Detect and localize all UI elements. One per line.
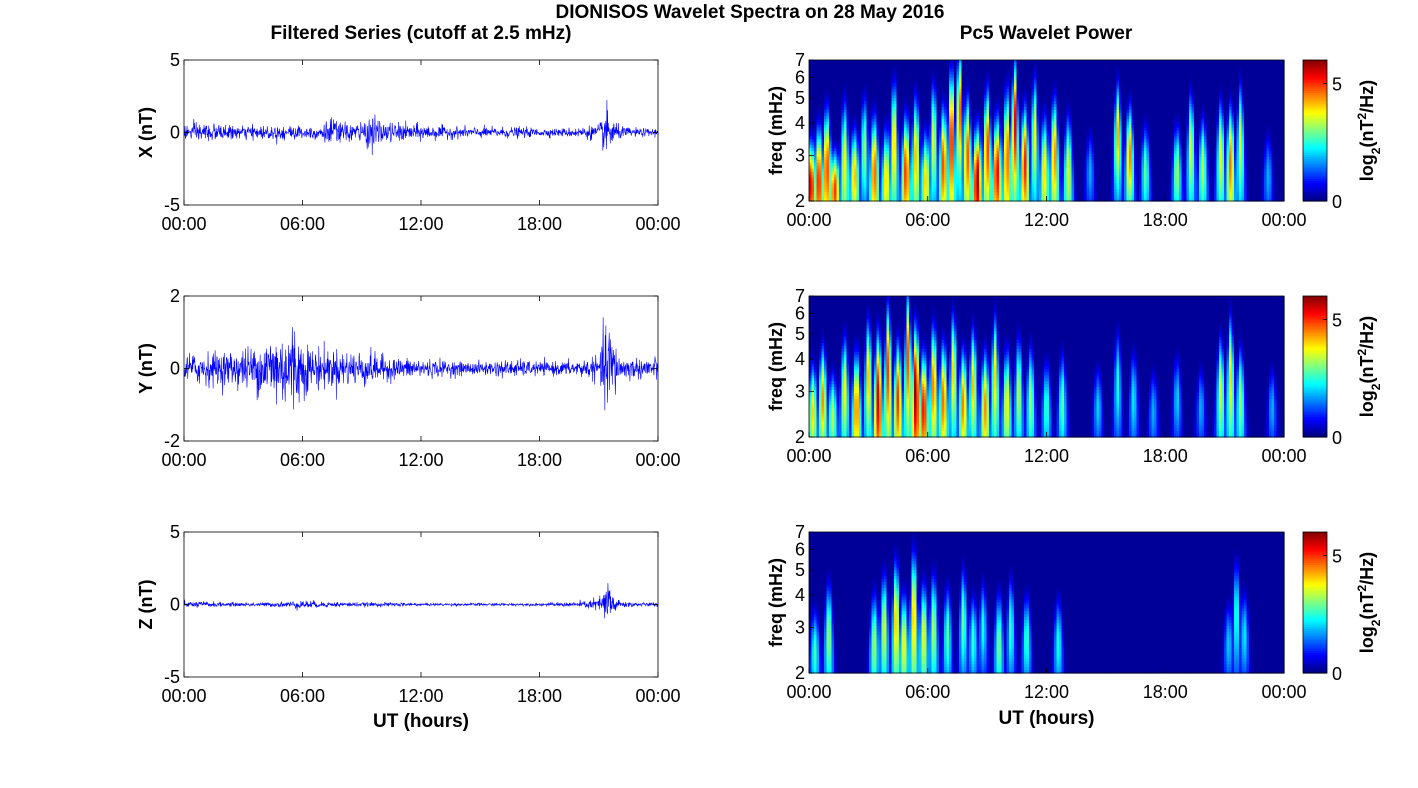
x-tick-label: 06:00 <box>280 450 325 470</box>
x-tick-label: 18:00 <box>1143 210 1188 230</box>
x-tick-label: 00:00 <box>1261 682 1306 702</box>
colorbar-label: log2(nT2/Hz) <box>1355 316 1383 417</box>
y-tick-label: 5 <box>170 522 180 542</box>
right-column-title: Pc5 Wavelet Power <box>960 23 1133 44</box>
y-tick-label: 4 <box>795 349 805 369</box>
colorbar-tick-label: 0 <box>1332 664 1342 684</box>
y-tick-label: 0 <box>170 359 180 379</box>
x-tick-label: 06:00 <box>280 214 325 234</box>
y-tick-label: 2 <box>795 191 805 211</box>
x-tick-label: 12:00 <box>398 450 443 470</box>
timeseries-panel-1: -5 0 5 00:00 06:00 12:00 18:00 00:00 X (nT) <box>136 50 681 234</box>
timeseries-panel-3: -5 0 5 00:00 06:00 12:00 18:00 00:00 Z (nT) UT (h… <box>136 522 681 732</box>
y-tick-label: 2 <box>170 286 180 306</box>
figure-title: DIONISOS Wavelet Spectra on 28 May 2016 <box>556 2 945 23</box>
x-tick-label: 06:00 <box>905 210 950 230</box>
y-tick-label: 5 <box>795 88 805 108</box>
y-axis-label: Y (nT) <box>136 343 156 394</box>
wavelet-power-map <box>809 296 1285 438</box>
y-axis-label: freq (mHz) <box>766 86 786 175</box>
wavelet-power-map <box>809 532 1285 674</box>
x-axis-label: UT (hours) <box>373 711 469 732</box>
y-tick-label: 6 <box>795 539 805 559</box>
x-tick-label: 00:00 <box>161 214 206 234</box>
x-tick-label: 18:00 <box>517 686 562 706</box>
x-axis-label: UT (hours) <box>998 708 1094 729</box>
x-tick-label: 06:00 <box>905 446 950 466</box>
left-column-title: Filtered Series (cutoff at 2.5 mHz) <box>271 23 572 44</box>
colorbar-label: log2(nT2/Hz) <box>1355 552 1383 653</box>
colorbar: 0 5 log2(nT2/Hz) <box>1303 296 1383 448</box>
y-tick-label: 3 <box>795 381 805 401</box>
y-axis-label: freq (mHz) <box>766 558 786 647</box>
y-tick-label: 6 <box>795 303 805 323</box>
x-tick-label: 00:00 <box>635 686 680 706</box>
y-tick-label: 4 <box>795 585 805 605</box>
y-tick-label: 0 <box>170 123 180 143</box>
x-tick-label: 12:00 <box>398 686 443 706</box>
colorbar-tick-label: 0 <box>1332 428 1342 448</box>
x-tick-label: 00:00 <box>635 450 680 470</box>
colorbar: 0 5 log2(nT2/Hz) <box>1303 60 1383 212</box>
x-tick-label: 00:00 <box>786 210 831 230</box>
y-tick-label: 2 <box>795 663 805 683</box>
x-tick-label: 00:00 <box>635 214 680 234</box>
colorbar-tick-label: 5 <box>1332 311 1342 331</box>
x-tick-label: 00:00 <box>161 450 206 470</box>
x-tick-label: 06:00 <box>905 682 950 702</box>
y-tick-label: -5 <box>164 195 180 215</box>
y-tick-label: 2 <box>795 427 805 447</box>
y-axis-label: Z (nT) <box>136 580 156 630</box>
y-tick-label: 3 <box>795 617 805 637</box>
x-tick-label: 00:00 <box>786 446 831 466</box>
x-tick-label: 18:00 <box>517 214 562 234</box>
x-tick-label: 12:00 <box>1024 682 1069 702</box>
colorbar: 0 5 log2(nT2/Hz) <box>1303 532 1383 684</box>
colorbar-label: log2(nT2/Hz) <box>1355 80 1383 181</box>
x-tick-label: 18:00 <box>1143 682 1188 702</box>
x-tick-label: 00:00 <box>1261 210 1306 230</box>
x-tick-label: 00:00 <box>161 686 206 706</box>
colorbar-tick-label: 5 <box>1332 547 1342 567</box>
colorbar-tick-label: 5 <box>1332 75 1342 95</box>
x-tick-label: 18:00 <box>1143 446 1188 466</box>
x-tick-label: 12:00 <box>1024 210 1069 230</box>
y-tick-label: 7 <box>795 50 805 70</box>
x-tick-label: 12:00 <box>398 214 443 234</box>
y-tick-label: 7 <box>795 286 805 306</box>
x-tick-label: 00:00 <box>1261 446 1306 466</box>
y-tick-label: 5 <box>795 560 805 580</box>
y-tick-label: -2 <box>164 431 180 451</box>
x-tick-label: 06:00 <box>280 686 325 706</box>
x-tick-label: 18:00 <box>517 450 562 470</box>
y-tick-label: 6 <box>795 67 805 87</box>
wavelet-power-map <box>809 60 1285 202</box>
y-tick-label: 3 <box>795 145 805 165</box>
y-tick-label: 4 <box>795 113 805 133</box>
timeseries-panel-2: -2 0 2 00:00 06:00 12:00 18:00 00:00 Y (nT) <box>136 286 681 470</box>
y-axis-label: freq (mHz) <box>766 322 786 411</box>
x-tick-label: 12:00 <box>1024 446 1069 466</box>
y-tick-label: 0 <box>170 595 180 615</box>
y-tick-label: 5 <box>795 324 805 344</box>
y-tick-label: 7 <box>795 522 805 542</box>
y-axis-label: X (nT) <box>136 107 156 158</box>
x-tick-label: 00:00 <box>786 682 831 702</box>
colorbar-tick-label: 0 <box>1332 192 1342 212</box>
y-tick-label: 5 <box>170 50 180 70</box>
y-tick-label: -5 <box>164 667 180 687</box>
